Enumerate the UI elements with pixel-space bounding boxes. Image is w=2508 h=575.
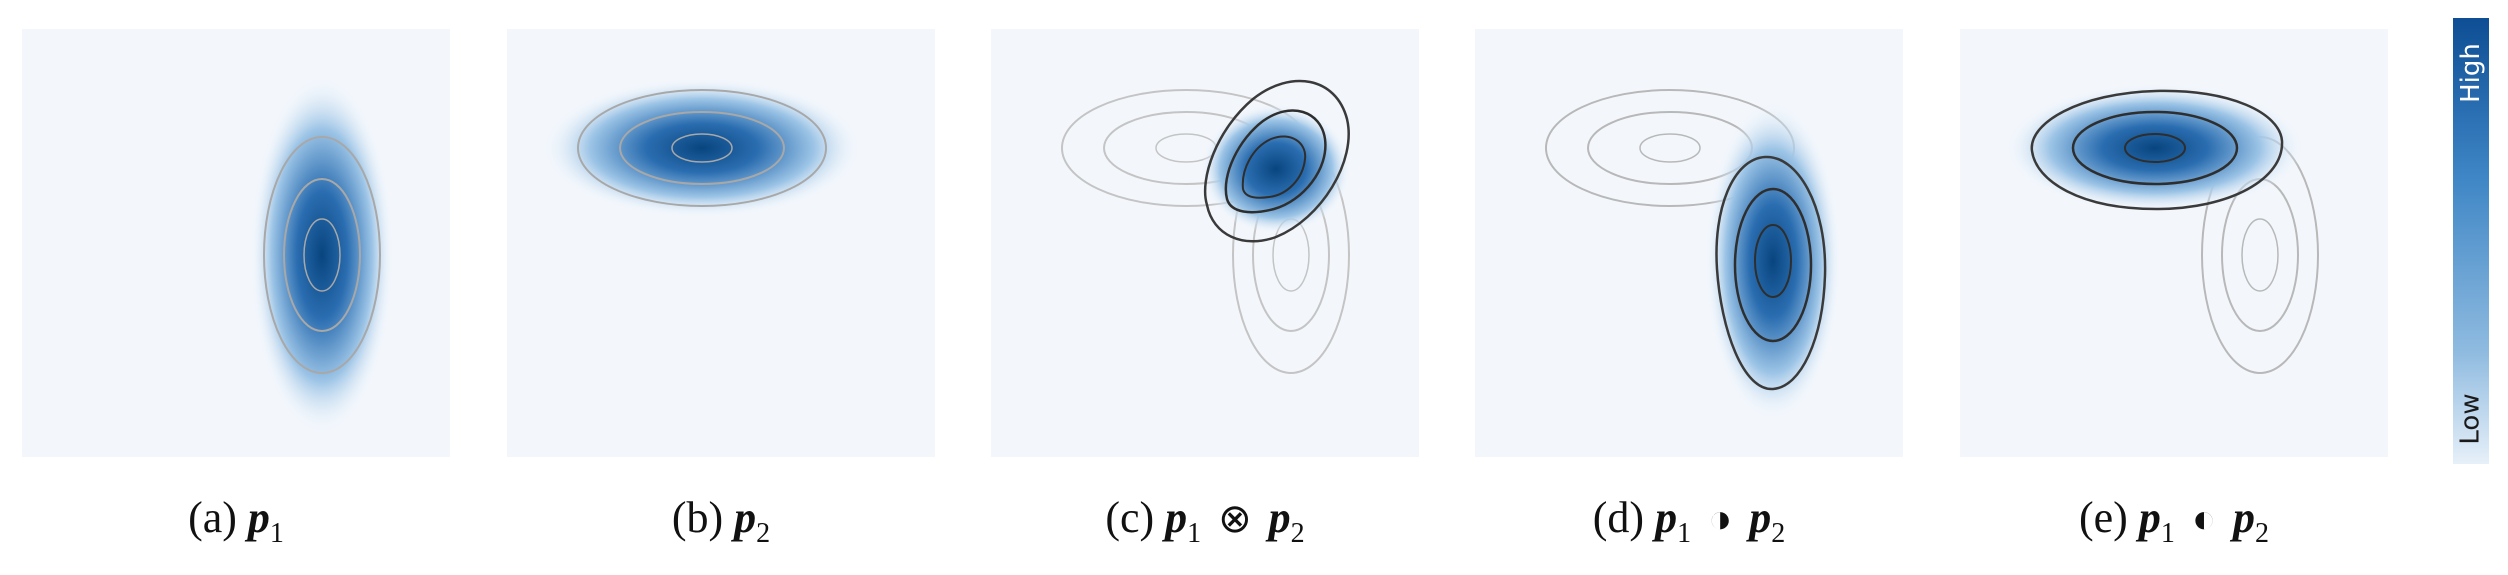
caption-sub: 1 bbox=[269, 517, 284, 549]
caption-var-rhs: p bbox=[1749, 493, 1772, 542]
caption-sub-rhs: 2 bbox=[1771, 517, 1786, 549]
caption-label: (b) bbox=[671, 493, 724, 542]
caption-label: (d) bbox=[1592, 493, 1645, 542]
caption-label: (c) bbox=[1105, 493, 1155, 542]
colorbar-high-label: High bbox=[2456, 43, 2487, 103]
result-contour-mid bbox=[1733, 187, 1813, 343]
product-contour-outer bbox=[1203, 79, 1350, 243]
p1-faint-contour-inner bbox=[2241, 218, 2279, 292]
caption-sub-rhs: 2 bbox=[2255, 517, 2269, 549]
caption-e: (e) p1 ◐ p2 bbox=[1960, 492, 2388, 550]
p2-contour-outer bbox=[577, 89, 827, 207]
product-contour-mid bbox=[1224, 109, 1327, 214]
caption-label: (e) bbox=[2078, 493, 2128, 542]
p2-faint-contour-inner bbox=[1639, 133, 1701, 163]
product-contour-inner bbox=[1241, 135, 1307, 199]
caption-d: (d) p1 ◑ p2 bbox=[1475, 492, 1903, 550]
left-half-circle-operator: ◐ bbox=[2191, 496, 2216, 541]
caption-label: (a) bbox=[188, 493, 237, 542]
panel-c-density bbox=[991, 29, 1419, 457]
caption-var: p bbox=[734, 493, 757, 542]
result-contour-inner bbox=[2124, 133, 2186, 163]
caption-sub: 1 bbox=[1677, 517, 1692, 549]
panel-b-density bbox=[507, 29, 935, 457]
density-colorbar: High Low bbox=[2453, 18, 2489, 464]
caption-sub: 1 bbox=[1187, 517, 1202, 549]
caption-var-rhs: p bbox=[2233, 493, 2255, 542]
caption-var: p bbox=[1165, 493, 1188, 542]
result-density-blob bbox=[2005, 84, 2305, 212]
caption-sub: 2 bbox=[756, 517, 771, 549]
tensor-product-operator: ⊗ bbox=[1218, 496, 1252, 541]
p1-contour-outer bbox=[263, 136, 381, 374]
caption-sub: 1 bbox=[2160, 517, 2175, 549]
result-contour-mid bbox=[2071, 110, 2239, 186]
colorbar-low-label: Low bbox=[2456, 393, 2487, 445]
caption-var-rhs: p bbox=[1268, 493, 1291, 542]
p2-contour-mid bbox=[619, 111, 785, 185]
result-contour-outer bbox=[1715, 155, 1827, 391]
p1-contour-inner bbox=[303, 218, 341, 292]
caption-var: p bbox=[247, 493, 270, 542]
panel-a-density bbox=[22, 29, 450, 457]
caption-c: (c) p1 ⊗ p2 bbox=[991, 492, 1419, 550]
right-half-circle-operator: ◑ bbox=[1708, 496, 1733, 541]
result-density-blob bbox=[1705, 101, 1841, 421]
caption-a: (a) p1 bbox=[22, 492, 450, 550]
result-contour-inner bbox=[1754, 224, 1792, 298]
caption-var: p bbox=[1655, 493, 1678, 542]
result-contour-outer bbox=[2030, 89, 2284, 211]
p1-contour-mid bbox=[283, 178, 361, 332]
p2-density-blob bbox=[542, 78, 862, 218]
panel-d-density bbox=[1475, 29, 1903, 457]
caption-sub-rhs: 2 bbox=[1290, 517, 1305, 549]
p2-contour-inner bbox=[671, 133, 733, 163]
caption-var: p bbox=[2138, 493, 2161, 542]
panel-e-density bbox=[1960, 29, 2388, 457]
caption-b: (b) p2 bbox=[507, 492, 935, 550]
product-density-blob bbox=[1201, 104, 1351, 234]
p1-density-blob bbox=[250, 75, 394, 435]
